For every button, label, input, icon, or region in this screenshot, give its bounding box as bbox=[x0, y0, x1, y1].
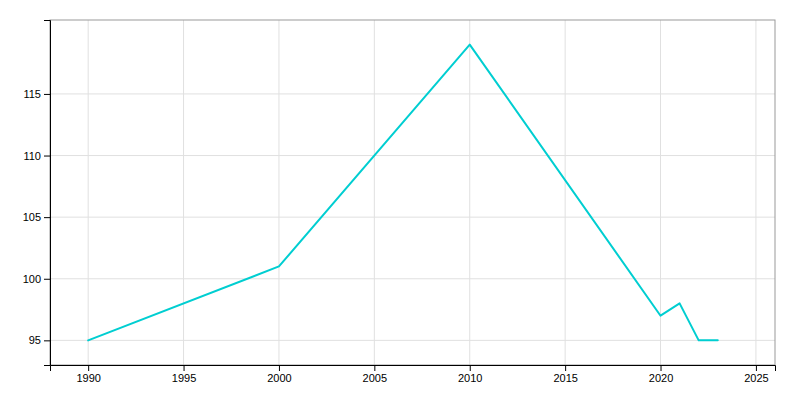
grid-line-y bbox=[50, 155, 775, 156]
grid-line-x bbox=[565, 20, 566, 365]
grid-line-x bbox=[278, 20, 279, 365]
tick: 95 bbox=[29, 334, 50, 346]
grid-line-x bbox=[374, 20, 375, 365]
tick-mark bbox=[44, 217, 50, 218]
tick-mark bbox=[44, 279, 50, 280]
tick-label: 2010 bbox=[458, 372, 482, 384]
tick: 2000 bbox=[267, 365, 291, 384]
tick: 2010 bbox=[458, 365, 482, 384]
tick-label: 115 bbox=[23, 88, 41, 100]
plot-frame bbox=[50, 20, 775, 365]
x-axis: 1990 1995 2000 2005 2010 2015 2020 2025 bbox=[51, 365, 776, 384]
tick: 2005 bbox=[363, 365, 387, 384]
axis-line bbox=[44, 21, 51, 366]
grid-line-x bbox=[183, 20, 184, 365]
tick-label: 2020 bbox=[649, 372, 673, 384]
tick-label: 2005 bbox=[363, 372, 387, 384]
y-axis: 95 100 105 110 115 bbox=[23, 21, 51, 366]
plot: 1990 1995 2000 2005 2010 2015 2020 2025 95 100 105… bbox=[23, 20, 776, 384]
tick: 1995 bbox=[172, 365, 196, 384]
tick: 105 bbox=[23, 211, 50, 223]
tick: 115 bbox=[23, 88, 50, 100]
tick-label: 2000 bbox=[267, 372, 291, 384]
tick: 100 bbox=[23, 273, 50, 285]
tick-mark bbox=[374, 365, 375, 371]
grid-line-x bbox=[469, 20, 470, 365]
tick-label: 2015 bbox=[553, 372, 577, 384]
tick-mark bbox=[470, 365, 471, 371]
grid-line-y bbox=[50, 93, 775, 94]
grid-line-x bbox=[755, 20, 756, 365]
grid-line-y bbox=[50, 217, 775, 218]
tick-mark bbox=[44, 94, 50, 95]
tick-mark bbox=[279, 365, 280, 371]
tick-label: 100 bbox=[23, 273, 41, 285]
tick: 1990 bbox=[76, 365, 100, 384]
line bbox=[88, 45, 718, 341]
tick-label: 105 bbox=[23, 211, 41, 223]
marks bbox=[88, 45, 718, 341]
tick-mark bbox=[44, 156, 50, 157]
tick: 110 bbox=[23, 150, 50, 162]
grid-line-x bbox=[88, 20, 89, 365]
grid bbox=[50, 20, 775, 365]
tick: 2015 bbox=[553, 365, 577, 384]
tick: 2025 bbox=[744, 365, 768, 384]
tick-label: 1995 bbox=[172, 372, 196, 384]
chart: 1990 1995 2000 2005 2010 2015 2020 2025 95 100 105… bbox=[0, 0, 800, 400]
tick-mark bbox=[661, 365, 662, 371]
tick-label: 95 bbox=[29, 334, 41, 346]
grid-line-y bbox=[50, 278, 775, 279]
tick-label: 1990 bbox=[76, 372, 100, 384]
tick-mark bbox=[88, 365, 89, 371]
tick-label: 110 bbox=[23, 150, 41, 162]
axis-line bbox=[51, 366, 776, 372]
tick-mark bbox=[184, 365, 185, 371]
tick-mark bbox=[565, 365, 566, 371]
grid-line-x bbox=[660, 20, 661, 365]
tick: 2020 bbox=[649, 365, 673, 384]
tick-mark bbox=[44, 340, 50, 341]
tick-label: 2025 bbox=[744, 372, 768, 384]
tick-mark bbox=[756, 365, 757, 371]
grid-line-y bbox=[50, 340, 775, 341]
